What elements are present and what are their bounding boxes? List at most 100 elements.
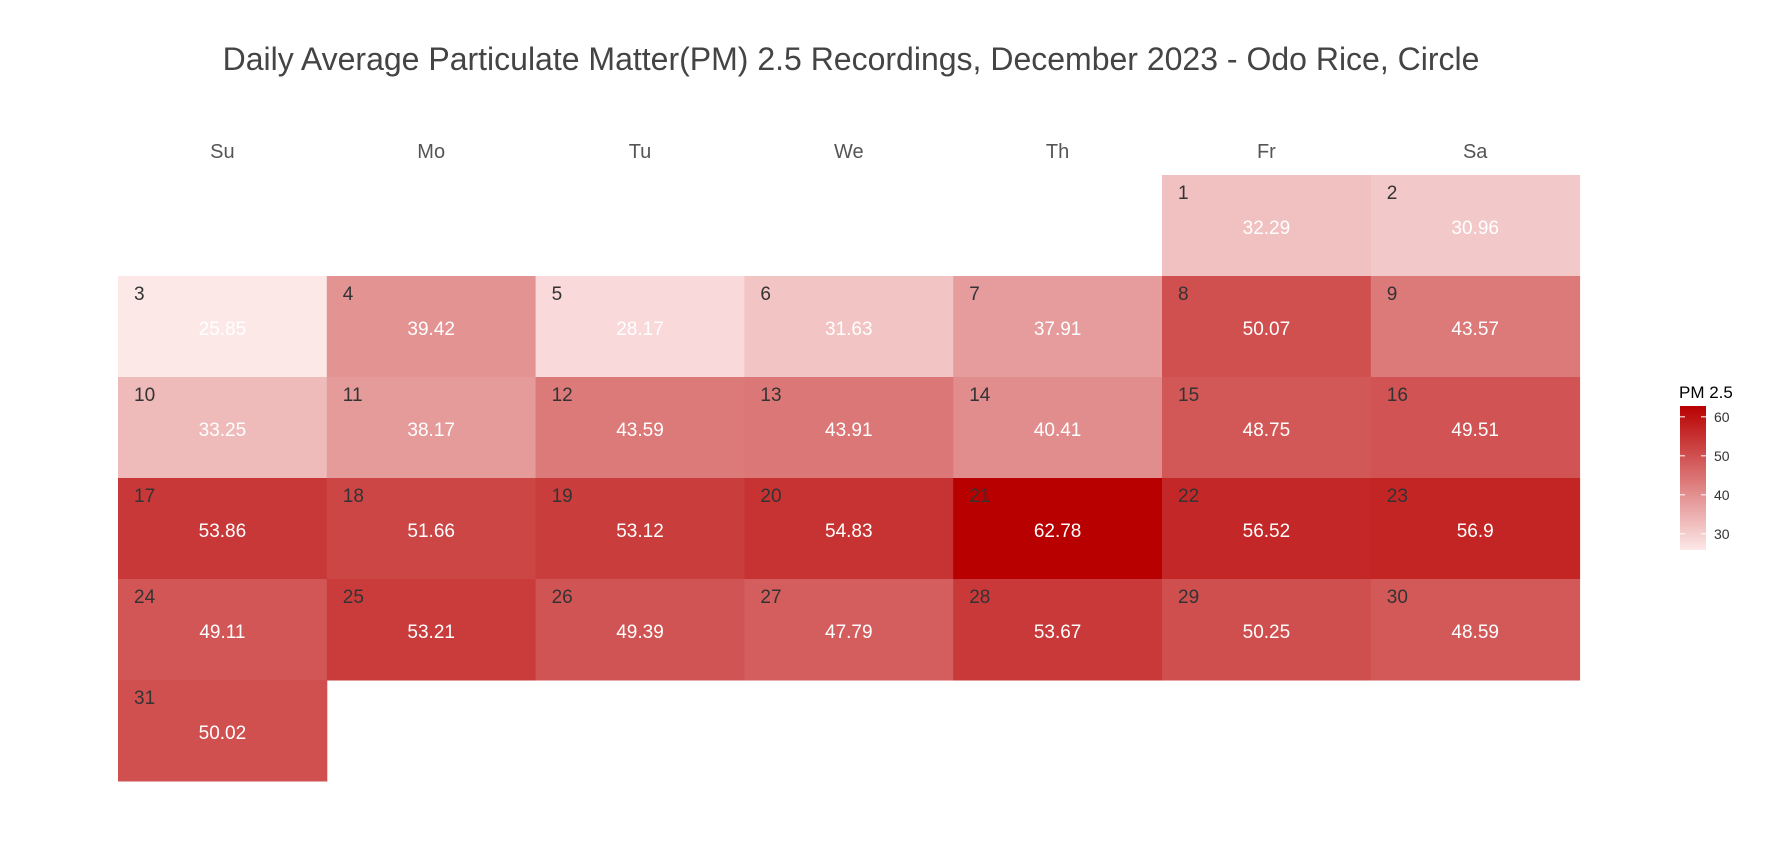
day-number: 21 bbox=[969, 486, 990, 507]
day-value-label: 50.25 bbox=[1243, 622, 1291, 643]
day-tile bbox=[1162, 175, 1372, 277]
day-tile bbox=[1370, 175, 1581, 277]
day-number: 11 bbox=[343, 385, 363, 406]
calendar-day-cell: 31 50.02 bbox=[118, 680, 328, 782]
legend-colorbar bbox=[1680, 406, 1706, 550]
day-value-label: 49.51 bbox=[1451, 420, 1499, 441]
day-value-label: 48.59 bbox=[1451, 622, 1499, 643]
calendar-day-cell: 17 53.86 bbox=[118, 478, 328, 580]
chart-title: Daily Average Particulate Matter(PM) 2.5… bbox=[223, 41, 1480, 77]
day-number: 29 bbox=[1178, 587, 1199, 608]
day-number: 17 bbox=[134, 486, 155, 507]
day-number: 22 bbox=[1178, 486, 1199, 507]
legend-tick-label: 50 bbox=[1714, 448, 1730, 464]
calendar-day-cell: 19 53.12 bbox=[535, 478, 745, 580]
calendar-day-cell: 631.63 bbox=[744, 276, 954, 378]
day-value-label: 32.29 bbox=[1243, 218, 1291, 239]
day-number: 25 bbox=[343, 587, 364, 608]
calendar-day-cell: 850.07 bbox=[1162, 276, 1372, 378]
day-tile bbox=[744, 377, 954, 479]
calendar-day-cell: 132.29 bbox=[1162, 175, 1372, 277]
day-tile bbox=[1162, 377, 1372, 479]
weekday-label: Sa bbox=[1463, 141, 1488, 163]
day-number: 20 bbox=[760, 486, 781, 507]
day-number: 5 bbox=[552, 284, 563, 305]
calendar-day-cell: 21 62.78 bbox=[953, 478, 1163, 580]
day-value-label: 53.86 bbox=[199, 521, 247, 542]
calendar-day-cell: 12 43.59 bbox=[535, 377, 745, 479]
day-tile bbox=[535, 579, 745, 681]
day-value-label: 56.52 bbox=[1243, 521, 1291, 542]
weekday-label: Th bbox=[1046, 141, 1069, 163]
calendar-day-cell: 25 53.21 bbox=[326, 579, 537, 681]
day-value-label: 43.91 bbox=[825, 420, 873, 441]
day-value-label: 49.39 bbox=[616, 622, 664, 643]
day-number: 24 bbox=[134, 587, 156, 608]
day-value-label: 33.25 bbox=[199, 420, 247, 441]
day-tile bbox=[744, 276, 954, 378]
day-tile bbox=[118, 579, 328, 681]
calendar-day-cell: 15 48.75 bbox=[1162, 377, 1372, 479]
day-value-label: 30.96 bbox=[1451, 218, 1499, 239]
weekday-label: Su bbox=[210, 141, 234, 163]
day-value-label: 47.79 bbox=[825, 622, 873, 643]
day-value-label: 56.9 bbox=[1457, 521, 1494, 542]
day-number: 18 bbox=[343, 486, 364, 507]
day-value-label: 62.78 bbox=[1034, 521, 1082, 542]
calendar-day-cell: 230.96 bbox=[1370, 175, 1581, 277]
day-value-label: 43.59 bbox=[616, 420, 664, 441]
day-tile bbox=[953, 579, 1163, 681]
day-value-label: 48.75 bbox=[1243, 420, 1291, 441]
day-number: 19 bbox=[552, 486, 573, 507]
calendar-day-cell: 29 50.25 bbox=[1162, 579, 1372, 681]
legend-tick-label: 30 bbox=[1714, 526, 1730, 542]
weekday-label: Tu bbox=[629, 141, 652, 163]
day-value-label: 53.12 bbox=[616, 521, 664, 542]
calendar-day-cell: 14 40.41 bbox=[953, 377, 1163, 479]
calendar-day-cell: 24 49.11 bbox=[118, 579, 328, 681]
day-value-label: 40.41 bbox=[1034, 420, 1082, 441]
day-tile bbox=[118, 478, 328, 580]
day-value-label: 50.07 bbox=[1243, 319, 1291, 340]
weekday-label: Fr bbox=[1257, 141, 1276, 163]
day-number: 8 bbox=[1178, 284, 1189, 305]
day-tile bbox=[1370, 478, 1581, 580]
day-number: 9 bbox=[1387, 284, 1398, 305]
color-legend: PM 2.5 30 40 50 60 bbox=[1679, 383, 1733, 550]
calendar-day-cell: 325.85 bbox=[118, 276, 328, 378]
calendar-day-cell: 30 48.59 bbox=[1370, 579, 1581, 681]
day-number: 7 bbox=[969, 284, 980, 305]
weekday-headers: Su Mo Tu We Th Fr Sa bbox=[210, 141, 1488, 163]
day-number: 2 bbox=[1387, 183, 1398, 204]
legend-title: PM 2.5 bbox=[1679, 383, 1733, 402]
day-value-label: 51.66 bbox=[407, 521, 455, 542]
day-tile bbox=[326, 276, 537, 378]
weekday-label: Mo bbox=[417, 141, 445, 163]
day-tile bbox=[744, 478, 954, 580]
day-tile bbox=[953, 276, 1163, 378]
calendar-day-cell: 16 49.51 bbox=[1370, 377, 1581, 479]
day-tile bbox=[118, 680, 328, 782]
day-number: 30 bbox=[1387, 587, 1408, 608]
day-tile bbox=[118, 276, 328, 378]
day-value-label: 28.17 bbox=[616, 319, 664, 340]
calendar-day-cell: 10 33.25 bbox=[118, 377, 328, 479]
day-tile bbox=[326, 478, 537, 580]
day-number: 12 bbox=[552, 385, 573, 406]
day-number: 6 bbox=[760, 284, 771, 305]
day-tile bbox=[326, 579, 537, 681]
day-number: 15 bbox=[1178, 385, 1199, 406]
calendar-day-cell: 737.91 bbox=[953, 276, 1163, 378]
calendar-day-cell: 28 53.67 bbox=[953, 579, 1163, 681]
day-tile bbox=[1370, 579, 1581, 681]
calendar-day-cell: 18 51.66 bbox=[326, 478, 537, 580]
calendar-day-cell: 528.17 bbox=[535, 276, 745, 378]
legend-tick-label: 40 bbox=[1714, 487, 1730, 503]
day-tile bbox=[326, 377, 537, 479]
day-tile bbox=[535, 377, 745, 479]
day-value-label: 31.63 bbox=[825, 319, 873, 340]
day-number: 27 bbox=[760, 587, 781, 608]
day-tile bbox=[535, 478, 745, 580]
calendar-day-cell: 22 56.52 bbox=[1162, 478, 1372, 580]
